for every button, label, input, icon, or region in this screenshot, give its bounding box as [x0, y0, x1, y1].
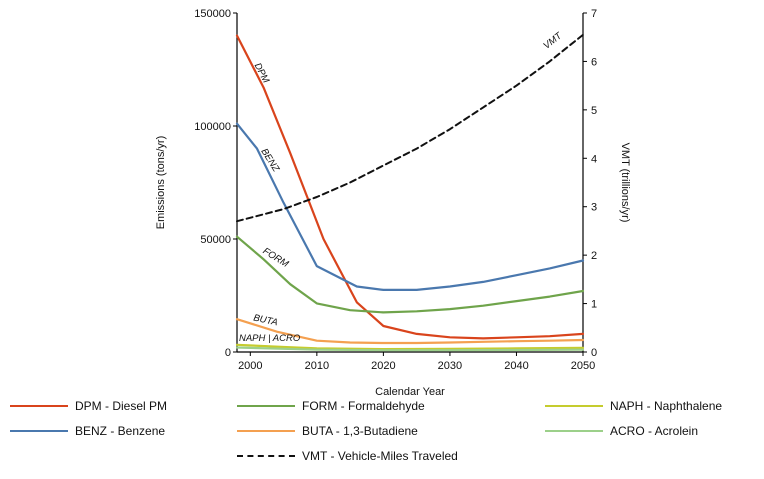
- series-line-benz: [235, 122, 585, 291]
- y2-tick-label: 3: [591, 202, 597, 214]
- y-tick-label: 50000: [200, 234, 231, 246]
- y2-tick-label: 7: [591, 8, 597, 20]
- series-line-acro: [235, 346, 585, 352]
- x-tick-label: 2000: [238, 360, 262, 372]
- y2-tick-label: 5: [591, 105, 597, 117]
- y-tick-label: 150000: [194, 8, 231, 20]
- x-tick-label: 2020: [371, 360, 395, 372]
- y-tick-label: 100000: [194, 121, 231, 133]
- series-line-buta: [235, 318, 585, 345]
- x-tick-label: 2050: [571, 360, 595, 372]
- series-tag-label: VMT: [541, 30, 565, 52]
- series-line-vmt: [236, 33, 584, 223]
- series-line-form: [235, 235, 585, 314]
- y2-tick-label: 0: [591, 347, 597, 359]
- series-tag-label: FORM: [261, 246, 291, 270]
- y2-tick-label: 2: [591, 250, 597, 262]
- series-tag-label: BUTA: [252, 313, 278, 329]
- series-tag-label: NAPH | ACRO: [239, 333, 301, 344]
- y-tick-label: 0: [225, 347, 231, 359]
- x-tick-label: 2010: [305, 360, 329, 372]
- y-axis-title: Emissions (tons/yr): [155, 136, 167, 230]
- x-axis-title: Calendar Year: [375, 386, 445, 398]
- y2-tick-label: 6: [591, 56, 597, 68]
- x-tick-label: 2040: [504, 360, 528, 372]
- y2-axis-title: VMT (trillions/yr): [619, 143, 631, 223]
- x-tick-label: 2030: [438, 360, 462, 372]
- y2-tick-label: 1: [591, 299, 597, 311]
- y2-tick-label: 4: [591, 153, 597, 165]
- series-line-dpm: [235, 34, 585, 340]
- series-tag-label: DPM: [252, 61, 272, 85]
